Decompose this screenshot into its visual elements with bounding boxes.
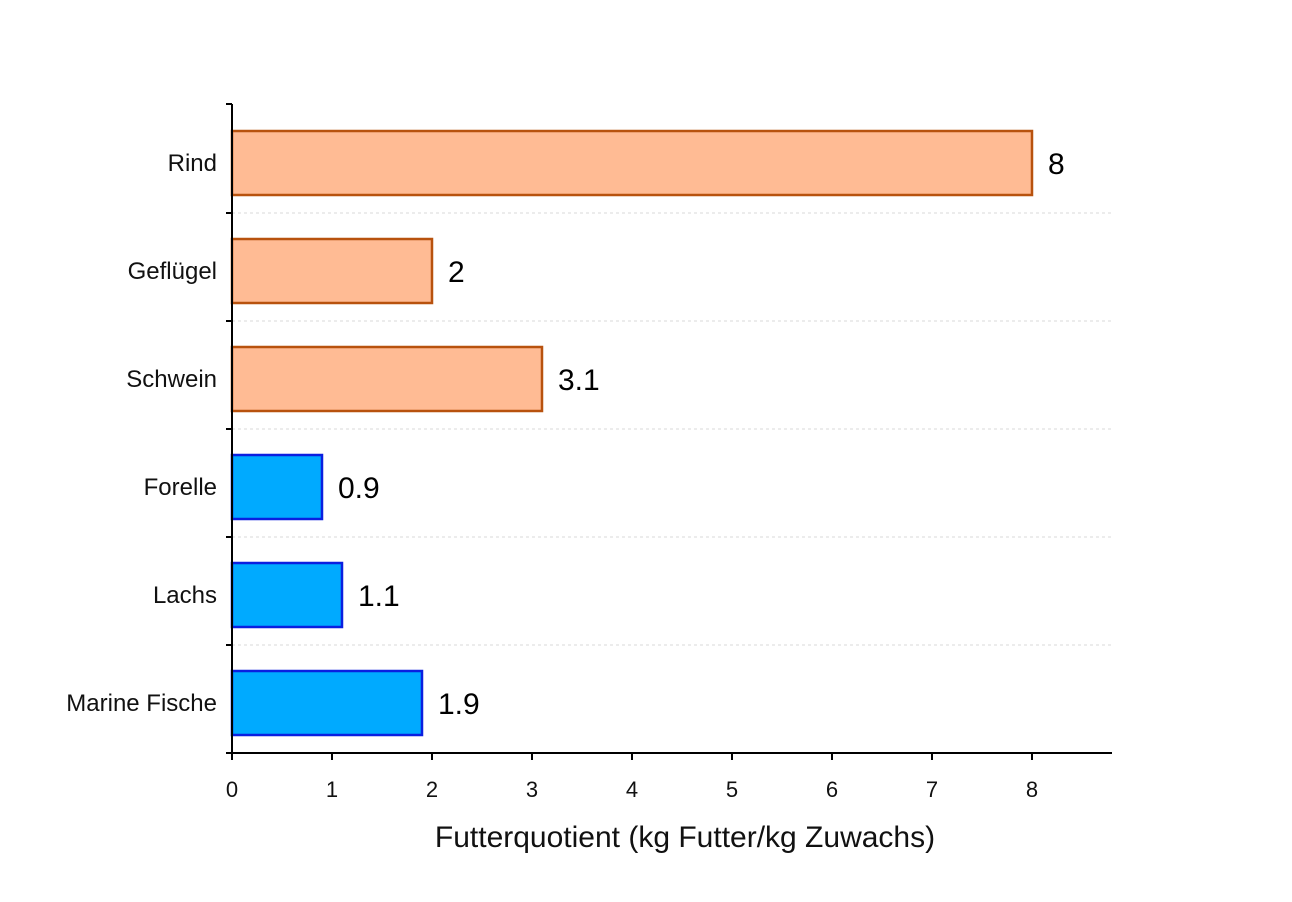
x-tick-label: 8 xyxy=(1026,777,1038,802)
grid-lines xyxy=(232,212,1112,646)
x-axis-title: Futterquotient (kg Futter/kg Zuwachs) xyxy=(435,821,935,854)
bar-marine-fische xyxy=(230,669,424,737)
category-label: Lachs xyxy=(153,582,217,609)
bar-lachs xyxy=(230,561,344,629)
data-label: 1.9 xyxy=(438,688,480,721)
x-tick-label: 5 xyxy=(726,777,738,802)
x-tick-label: 4 xyxy=(626,777,638,802)
data-label: 2 xyxy=(448,256,465,289)
category-label: Schwein xyxy=(126,366,217,393)
data-label: 0.9 xyxy=(338,472,380,505)
category-label: Geflügel xyxy=(128,258,217,285)
x-tick-label: 1 xyxy=(326,777,338,802)
bars xyxy=(230,129,1034,737)
x-tick-label: 2 xyxy=(426,777,438,802)
x-tick-label: 7 xyxy=(926,777,938,802)
category-label: Marine Fische xyxy=(66,690,217,717)
bar-rind xyxy=(230,129,1034,197)
labels: Rind 8 Geflügel 2 Schwein 3.1 Forelle 0.9 Lachs 1… xyxy=(66,148,1064,802)
data-label: 3.1 xyxy=(558,364,600,397)
bar-geflügel xyxy=(230,237,434,305)
category-label: Rind xyxy=(168,150,217,177)
data-label: 1.1 xyxy=(358,580,400,613)
bar-forelle xyxy=(230,453,324,521)
axes xyxy=(226,103,1112,760)
bar-schwein xyxy=(230,345,544,413)
x-tick-label: 6 xyxy=(826,777,838,802)
category-label: Forelle xyxy=(144,474,217,501)
x-tick-label: 3 xyxy=(526,777,538,802)
data-label: 8 xyxy=(1048,148,1065,181)
x-tick-label: 0 xyxy=(226,777,238,802)
